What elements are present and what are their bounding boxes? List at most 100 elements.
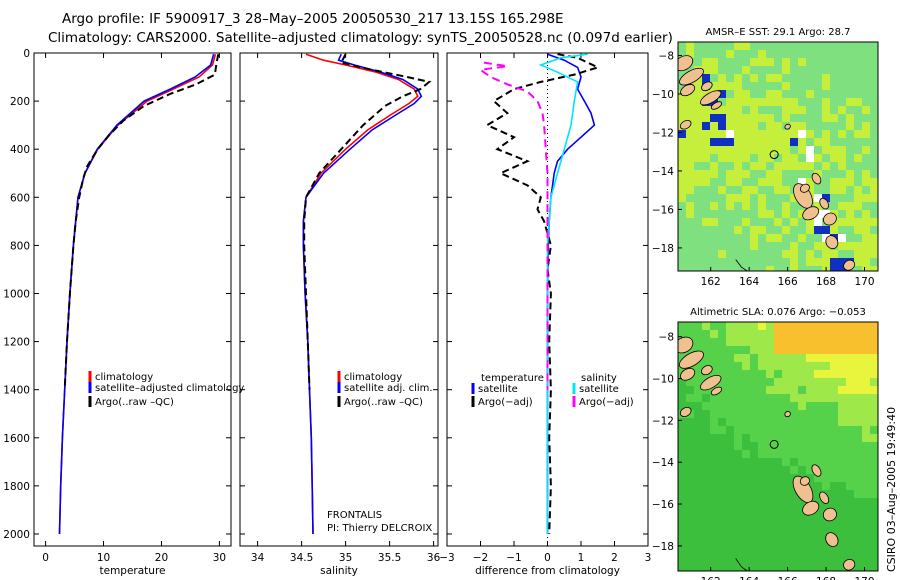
map-cell (710, 330, 719, 339)
map-cell (838, 346, 847, 355)
map-cell (750, 346, 759, 355)
island-shape (825, 235, 839, 250)
map-cell (830, 338, 839, 347)
map-cell (710, 482, 719, 491)
map-cell (766, 130, 775, 139)
map-cell (742, 402, 751, 411)
island-shape (811, 172, 822, 185)
map-cell (686, 266, 695, 271)
map-cell (870, 338, 878, 347)
map-cell (854, 202, 863, 211)
map-cell (774, 130, 783, 139)
map-cell (726, 346, 735, 355)
map-cell (742, 258, 751, 267)
map-cell (742, 498, 751, 507)
map-cell (862, 378, 871, 387)
map-cell (838, 530, 847, 539)
map-cell (782, 50, 791, 59)
map-cell (694, 130, 703, 139)
map-cell (742, 82, 751, 91)
map-cell (726, 466, 735, 475)
map-cell (814, 354, 823, 363)
map-cell (862, 458, 871, 467)
map-cell (766, 538, 775, 547)
map-cell (846, 450, 855, 459)
map-cell (758, 170, 767, 179)
map-cell (854, 66, 863, 75)
map-cell (750, 522, 759, 531)
map-cell (798, 514, 807, 523)
map-cell (798, 258, 807, 267)
map-cell (734, 426, 743, 435)
map-cell (678, 450, 687, 459)
map-cell (774, 170, 783, 179)
map-cell (734, 466, 743, 475)
map-cell (870, 242, 878, 251)
map-cell (710, 418, 719, 427)
map-cell (806, 442, 815, 451)
map-cell (750, 170, 759, 179)
map-cell (694, 346, 703, 355)
map-cell (790, 74, 799, 83)
map-cell (862, 410, 871, 419)
map-cell (870, 554, 878, 563)
map-cell (742, 538, 751, 547)
figure-title-line2: Climatology: CARS2000. Satellite–adjuste… (48, 30, 673, 46)
map-cell (822, 522, 831, 531)
map-cell (686, 186, 695, 195)
map-cell (782, 482, 791, 491)
map-cell (758, 226, 767, 235)
map-cell (710, 506, 719, 515)
map-cell (862, 530, 871, 539)
map-cell (710, 338, 719, 347)
map-cell (702, 490, 711, 499)
map-cell (806, 562, 815, 571)
map-cell (806, 378, 815, 387)
map-cell (846, 202, 855, 211)
map-cell (838, 202, 847, 211)
map-cell (790, 386, 799, 395)
map-cell (694, 362, 703, 371)
x-tick-label: 1 (578, 552, 585, 564)
map-cell (758, 394, 767, 403)
map-cell (846, 122, 855, 131)
map-x-tick-label: 162 (701, 576, 721, 580)
map-cell (830, 498, 839, 507)
map-cell (846, 74, 855, 83)
map-cell (694, 154, 703, 163)
map-cell (806, 146, 815, 155)
map-cell (822, 146, 831, 155)
map-cell (758, 242, 767, 251)
map-cell (862, 346, 871, 355)
map-cell (766, 370, 775, 379)
island-shape (678, 55, 694, 72)
map-cell (862, 434, 871, 443)
map-cell (678, 394, 687, 403)
map-cell (846, 138, 855, 147)
map-cell (710, 434, 719, 443)
island-shape (811, 464, 822, 477)
map-cell (838, 402, 847, 411)
map-cell (830, 490, 839, 499)
map-cell (798, 178, 807, 187)
map-cell (870, 322, 878, 331)
map-cell (830, 258, 839, 267)
map-cell (734, 234, 743, 243)
island-shape (679, 119, 692, 130)
map-cell (726, 106, 735, 115)
map-cell (846, 466, 855, 475)
map-cell (862, 186, 871, 195)
map-cell (870, 426, 878, 435)
map-cell (870, 498, 878, 507)
map-cell (814, 562, 823, 571)
map-cell (822, 402, 831, 411)
map-cell (790, 554, 799, 563)
map-cell (814, 362, 823, 371)
map-cell (870, 226, 878, 235)
map-cell (710, 218, 719, 227)
map-cell (798, 562, 807, 571)
map-cell (766, 394, 775, 403)
map-cell (870, 162, 878, 171)
map-cell (774, 482, 783, 491)
map-cell (694, 370, 703, 379)
